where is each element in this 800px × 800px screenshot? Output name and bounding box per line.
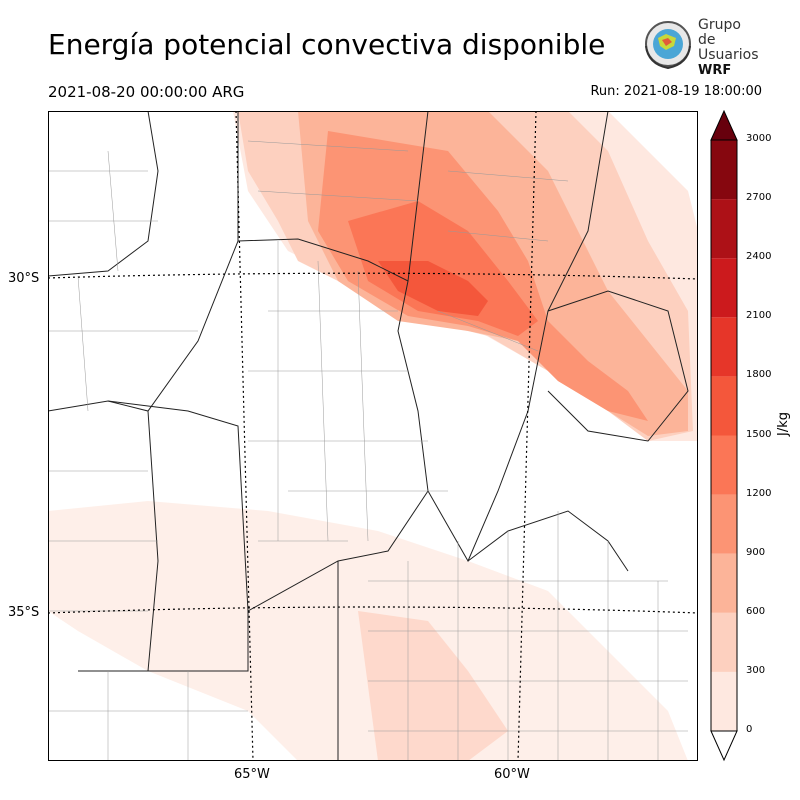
lat-label-35s: 35°S [8, 605, 40, 620]
colorbar-band [711, 376, 737, 436]
valid-time: 2021-08-20 00:00:00 ARG [48, 83, 245, 101]
run-time: Run: 2021-08-19 18:00:00 [590, 84, 762, 99]
colorbar [710, 110, 738, 762]
colorbar-band [711, 258, 737, 318]
graticule [48, 111, 698, 761]
colorbar-band [711, 317, 737, 377]
logo-line1: Grupo de [698, 17, 741, 48]
wrf-users-logo: Grupo de Usuarios WRF [638, 16, 759, 78]
cape-shading [48, 111, 698, 761]
boundaries [48, 111, 689, 761]
colorbar-tick-label: 1200 [746, 487, 772, 499]
map-title: Energía potencial convectiva disponible [48, 28, 606, 61]
colorbar-tick-label: 3000 [746, 133, 772, 144]
colorbar-band [711, 435, 737, 495]
colorbar-tick-label: 2700 [746, 192, 772, 204]
colorbar-band [711, 612, 737, 672]
colorbar-band [711, 199, 737, 259]
colorbar-max-arrow [710, 110, 738, 141]
colorbar-tick-label: 1500 [746, 428, 772, 440]
cape-map [48, 111, 698, 761]
colorbar-tick-label: 2100 [746, 310, 772, 322]
lat-label-30s: 30°S [8, 271, 40, 286]
colorbar-band [711, 140, 737, 200]
colorbar-unit: J/kg [776, 412, 791, 436]
colorbar-tick-label: 300 [746, 664, 766, 676]
colorbar-band [711, 553, 737, 613]
colorbar-band [711, 671, 737, 731]
colorbar-min-arrow [710, 730, 738, 762]
logo-line2: Usuarios [698, 47, 759, 63]
lon-label-65w: 65°W [234, 767, 270, 782]
lon-label-60w: 60°W [494, 767, 530, 782]
county-lines [48, 140, 688, 761]
globe-emblem-icon [645, 21, 691, 70]
colorbar-tick-label: 600 [746, 605, 766, 617]
colorbar-tick-label: 0 [746, 724, 753, 735]
colorbar-band [711, 494, 737, 554]
logo-line3: WRF [698, 63, 732, 78]
colorbar-tick-label: 1800 [746, 369, 772, 381]
colorbar-tick-label: 2400 [746, 251, 772, 263]
colorbar-tick-label: 900 [746, 546, 766, 558]
